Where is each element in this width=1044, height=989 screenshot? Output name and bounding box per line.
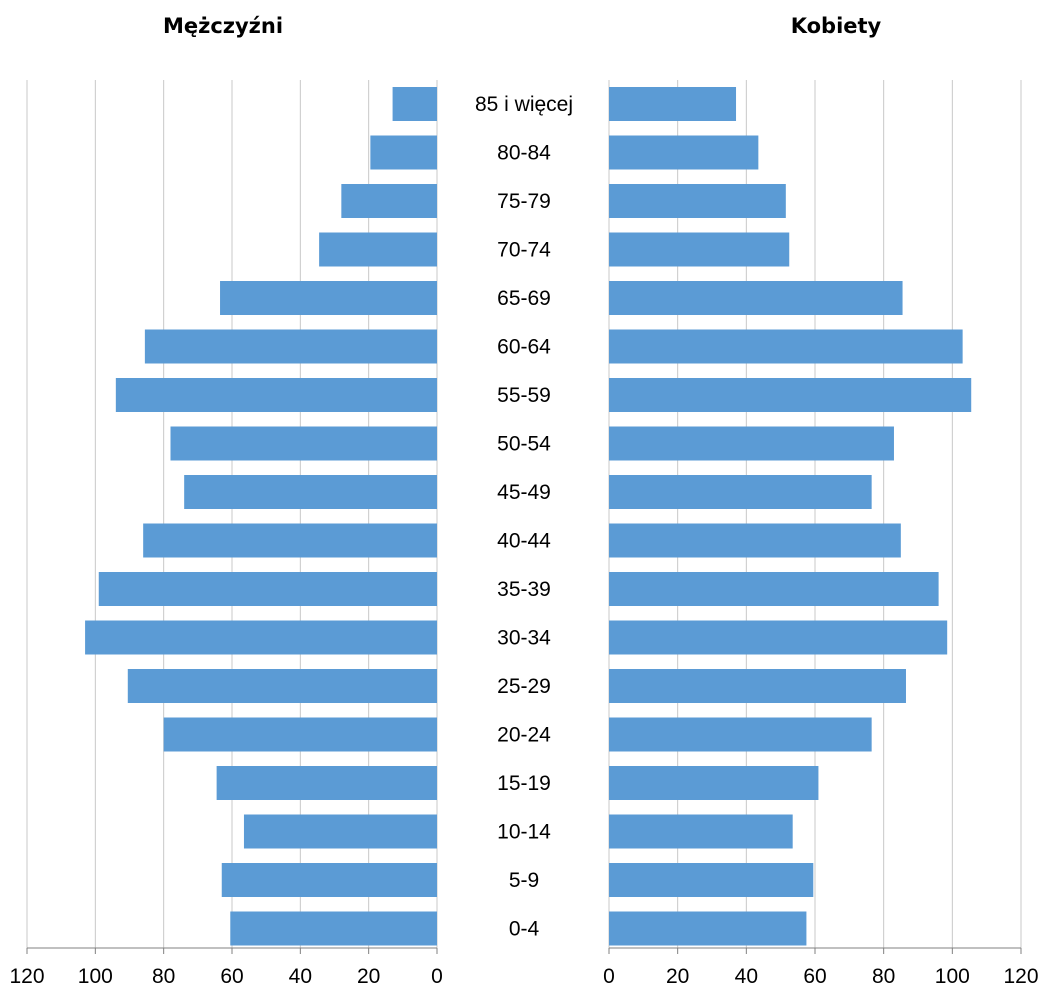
age-group-label: 75-79 [497, 190, 551, 213]
right-tick-label: 0 [603, 965, 615, 988]
bar-men-35-39 [98, 572, 437, 606]
bar-men-50-54 [170, 426, 437, 461]
age-group-label: 60-64 [497, 336, 551, 359]
bar-men-45-49 [184, 475, 437, 509]
bar-women-10-14 [609, 814, 793, 849]
age-group-label: 65-69 [497, 287, 551, 310]
left-tick-label: 0 [431, 965, 443, 988]
bar-women-55-59 [609, 378, 972, 412]
bar-women-85-i-więcej [609, 87, 737, 121]
age-group-label: 55-59 [497, 384, 551, 407]
bar-women-65-69 [609, 281, 903, 315]
bar-women-75-79 [609, 184, 786, 218]
bar-men-55-59 [115, 378, 437, 412]
right-tick-label: 80 [872, 965, 895, 988]
age-group-label: 20-24 [497, 724, 551, 747]
left-tick-label: 120 [9, 965, 44, 988]
right-tick-label: 60 [803, 965, 826, 988]
bar-women-45-49 [609, 475, 872, 509]
age-group-label: 5-9 [509, 869, 539, 892]
age-group-label: 10-14 [497, 821, 551, 844]
bar-women-70-74 [609, 232, 790, 267]
bar-men-20-24 [163, 717, 437, 752]
right-tick-label: 40 [735, 965, 758, 988]
age-group-label: 0-4 [509, 918, 540, 941]
bar-men-85-i-więcej [392, 87, 437, 121]
age-group-label: 50-54 [497, 433, 551, 456]
bar-men-15-19 [216, 766, 437, 800]
bar-men-25-29 [127, 669, 438, 703]
bar-men-30-34 [85, 620, 437, 655]
right-tick-label: 20 [666, 965, 689, 988]
bar-men-60-64 [144, 329, 437, 364]
left-tick-label: 80 [152, 965, 175, 988]
bar-women-15-19 [609, 766, 819, 800]
right-tick-label: 120 [1003, 965, 1038, 988]
age-group-label: 45-49 [497, 481, 551, 504]
bar-women-80-84 [609, 135, 759, 170]
left-tick-label: 40 [289, 965, 312, 988]
bar-men-70-74 [319, 232, 437, 267]
age-group-label: 40-44 [497, 530, 551, 553]
bar-women-25-29 [609, 669, 906, 703]
bar-women-0-4 [609, 911, 807, 946]
bar-women-35-39 [609, 572, 939, 606]
age-group-label: 85 i więcej [475, 93, 573, 116]
age-group-label: 15-19 [497, 772, 551, 795]
bar-men-80-84 [370, 135, 437, 170]
age-group-label: 70-74 [497, 239, 551, 262]
left-tick-label: 100 [78, 965, 113, 988]
bar-women-30-34 [609, 620, 948, 655]
age-group-label: 30-34 [497, 627, 551, 650]
bar-women-20-24 [609, 717, 872, 752]
right-tick-label: 100 [935, 965, 970, 988]
bar-men-75-79 [341, 184, 437, 218]
age-group-label: 35-39 [497, 578, 551, 601]
bar-men-10-14 [243, 814, 437, 849]
bar-women-50-54 [609, 426, 894, 461]
bar-men-0-4 [230, 911, 437, 946]
bar-men-40-44 [143, 523, 437, 558]
bar-women-60-64 [609, 329, 963, 364]
age-group-label: 25-29 [497, 675, 551, 698]
age-group-label: 80-84 [497, 142, 551, 165]
bar-men-65-69 [220, 281, 437, 315]
bar-women-5-9 [609, 863, 814, 897]
left-tick-label: 60 [220, 965, 243, 988]
bar-women-40-44 [609, 523, 901, 558]
chart-title-left: Mężczyźni [162, 14, 284, 38]
chart-title-right: Kobiety [790, 14, 882, 38]
bar-men-5-9 [221, 863, 437, 897]
left-tick-label: 20 [357, 965, 380, 988]
